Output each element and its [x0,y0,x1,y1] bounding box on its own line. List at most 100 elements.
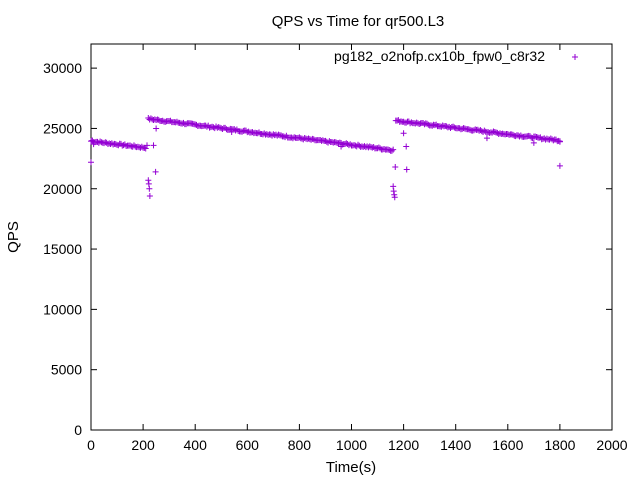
data-point [390,146,397,153]
data-point [403,143,410,150]
x-axis-title: Time(s) [326,459,376,476]
plot-area [88,43,613,431]
data-point [138,143,145,150]
x-tick-label: 200 [131,437,155,453]
data-point [145,177,152,184]
data-point [390,183,397,190]
x-tick-label: 800 [288,437,312,453]
x-axis: 0 200 400 600 800 1000 1200 1400 1600 1800 2000 [87,44,628,453]
data-point [338,143,345,150]
data-point [438,123,445,130]
plot-frame [90,43,613,431]
data-point [403,119,410,126]
data-point [536,134,543,141]
series-points [88,114,563,201]
data-point [150,142,157,149]
legend-label: pg182_o2nofp.cx10b_fpw0_c8r32 [334,48,545,64]
data-point [408,119,415,126]
data-point [443,123,450,130]
y-tick-label: 20000 [43,181,82,197]
x-tick-label: 1000 [336,437,367,453]
data-point [147,115,154,122]
data-point [90,141,97,148]
data-point [144,142,151,149]
y-tick-label: 30000 [43,60,82,76]
data-point [556,138,563,145]
data-point [215,124,222,131]
data-point [390,188,397,195]
data-point [245,128,252,135]
data-point [356,142,363,149]
data-point [103,139,110,146]
y-tick-label: 15000 [43,241,82,257]
data-point [377,145,384,152]
data-point [394,117,401,124]
data-point [370,144,377,151]
x-tick-label: 400 [184,437,208,453]
data-point [310,136,317,143]
data-point [89,137,96,144]
data-point [366,143,373,150]
data-point [392,164,399,171]
x-tick-label: 1400 [440,437,471,453]
x-tick-label: 0 [87,437,95,453]
data-point [384,146,391,153]
x-tick-label: 1800 [544,437,575,453]
y-axis: 0 5000 10000 15000 20000 25000 30000 [43,60,612,438]
data-point [141,144,148,151]
data-point [478,128,485,135]
chart-title: QPS vs Time for qr500.L3 [272,13,445,30]
data-point [167,117,174,124]
data-point [296,134,303,141]
data-point [278,132,285,139]
data-point [146,185,153,192]
data-point [433,121,440,128]
data-point [483,135,490,142]
data-point [155,116,162,123]
data-point [439,122,446,129]
data-point [213,123,220,130]
data-point [275,131,282,138]
data-point [145,180,152,187]
data-point [159,117,166,124]
data-point [183,121,190,128]
data-point [388,147,395,154]
data-point [326,138,333,145]
data-point [391,194,398,201]
x-tick-label: 1200 [388,437,419,453]
data-point [400,130,407,137]
data-point [239,128,246,135]
data-point [550,137,557,144]
data-point [280,133,287,140]
data-point [413,119,420,126]
data-point [491,128,498,135]
data-point [162,118,169,125]
data-point [517,132,524,139]
data-point [431,122,438,129]
x-tick-label: 600 [236,437,260,453]
x-tick-label: 2000 [596,437,627,453]
y-tick-label: 5000 [51,362,82,378]
y-tick-label: 0 [74,422,82,438]
data-point [461,125,468,132]
data-point [425,121,432,128]
data-point [146,192,153,199]
data-point [142,145,149,152]
data-point [120,142,127,149]
legend: pg182_o2nofp.cx10b_fpw0_c8r32 [334,48,578,64]
y-axis-title: QPS [5,221,22,253]
legend-marker [572,54,578,60]
data-point [369,144,376,151]
data-point [319,137,326,144]
data-point [193,121,200,128]
y-tick-label: 10000 [43,301,82,317]
x-tick-label: 1600 [492,437,523,453]
data-point [451,124,458,131]
data-point [556,162,563,169]
data-point [261,130,268,137]
data-point [228,129,235,136]
data-point [153,125,160,132]
data-point [403,166,410,173]
data-point [173,118,180,125]
